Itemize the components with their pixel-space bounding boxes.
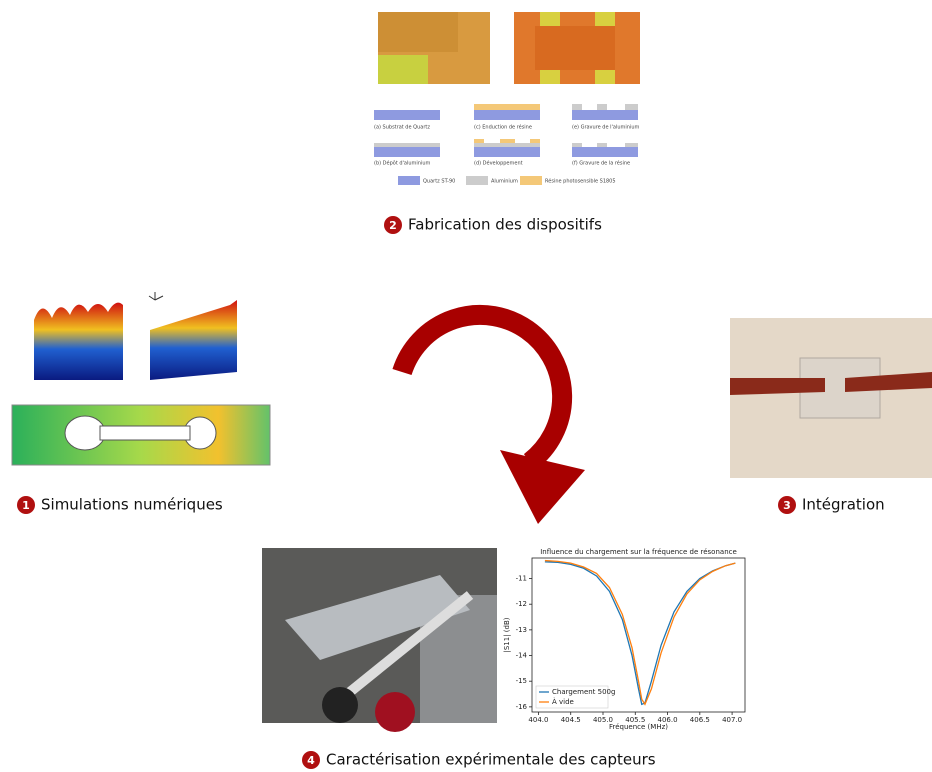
chart: Influence du chargement sur la fréquence… bbox=[500, 548, 748, 731]
chart-title: Influence du chargement sur la fréquence… bbox=[540, 548, 737, 556]
y-tick-label: -11 bbox=[516, 575, 527, 583]
y-tick-label: -13 bbox=[516, 626, 527, 634]
step-label: Simulations numériques bbox=[41, 496, 223, 514]
step-number: 2 bbox=[389, 219, 397, 232]
process-step: (d) Développement bbox=[474, 160, 523, 167]
workflow-step: 2 Fabrication des dispositifs bbox=[384, 216, 602, 234]
x-tick-label: 407.0 bbox=[722, 716, 742, 724]
workflow-step: 4 Caractérisation expérimentale des capte… bbox=[302, 751, 656, 769]
step-badge bbox=[384, 216, 402, 234]
y-tick-label: -12 bbox=[516, 600, 527, 608]
simulation-image bbox=[11, 292, 271, 466]
workflow-step: 1 Simulations numériques bbox=[17, 496, 223, 514]
line-series bbox=[544, 561, 736, 706]
process-step: (a) Substrat de Quartz bbox=[374, 125, 430, 131]
process-step: (f) Gravure de la résine bbox=[572, 160, 630, 167]
y-tick-label: -15 bbox=[516, 677, 527, 685]
step-number: 4 bbox=[307, 754, 315, 767]
legend-label: À vide bbox=[552, 697, 574, 706]
step-badge bbox=[17, 496, 35, 514]
material-legend: Aluminium bbox=[491, 179, 518, 185]
x-tick-label: 405.0 bbox=[593, 716, 613, 724]
workflow-step: 3 Intégration bbox=[778, 496, 885, 514]
step-label: Caractérisation expérimentale des capteu… bbox=[326, 751, 656, 769]
legend-label: Chargement 500g bbox=[552, 688, 615, 696]
step-badge bbox=[302, 751, 320, 769]
material-legend: Quartz ST-90 bbox=[423, 179, 455, 185]
legend-box bbox=[535, 685, 609, 709]
process-step: (e) Gravure de l'aluminium bbox=[572, 125, 640, 131]
step-number: 1 bbox=[22, 499, 30, 512]
step-number: 3 bbox=[783, 499, 791, 512]
step-label: Intégration bbox=[802, 496, 885, 514]
process-step: (c) Enduction de résine bbox=[474, 124, 532, 131]
x-tick-label: 406.0 bbox=[658, 716, 678, 724]
y-tick-label: -14 bbox=[516, 652, 528, 660]
cycle-arrow bbox=[392, 304, 585, 524]
step-badge bbox=[778, 496, 796, 514]
x-axis-label: Fréquence (MHz) bbox=[609, 723, 668, 731]
line-series bbox=[544, 559, 736, 706]
process-step: (b) Dépôt d'aluminium bbox=[374, 160, 431, 167]
y-tick-label: -16 bbox=[516, 703, 528, 711]
x-tick-label: 405.5 bbox=[625, 716, 645, 724]
x-tick-label: 404.0 bbox=[528, 716, 548, 724]
material-legend: Résine photosensible S1805 bbox=[545, 178, 616, 185]
y-axis-label: |S11| (dB) bbox=[503, 617, 511, 652]
plot-frame bbox=[531, 557, 746, 713]
x-tick-label: 406.5 bbox=[690, 716, 710, 724]
integration-photo bbox=[730, 318, 932, 478]
fabrication-image: (a) Substrat de Quartz (c) Enduction de … bbox=[374, 12, 640, 185]
bench-photo bbox=[262, 548, 497, 732]
x-tick-label: 404.5 bbox=[561, 716, 581, 724]
step-label: Fabrication des dispositifs bbox=[408, 216, 602, 234]
